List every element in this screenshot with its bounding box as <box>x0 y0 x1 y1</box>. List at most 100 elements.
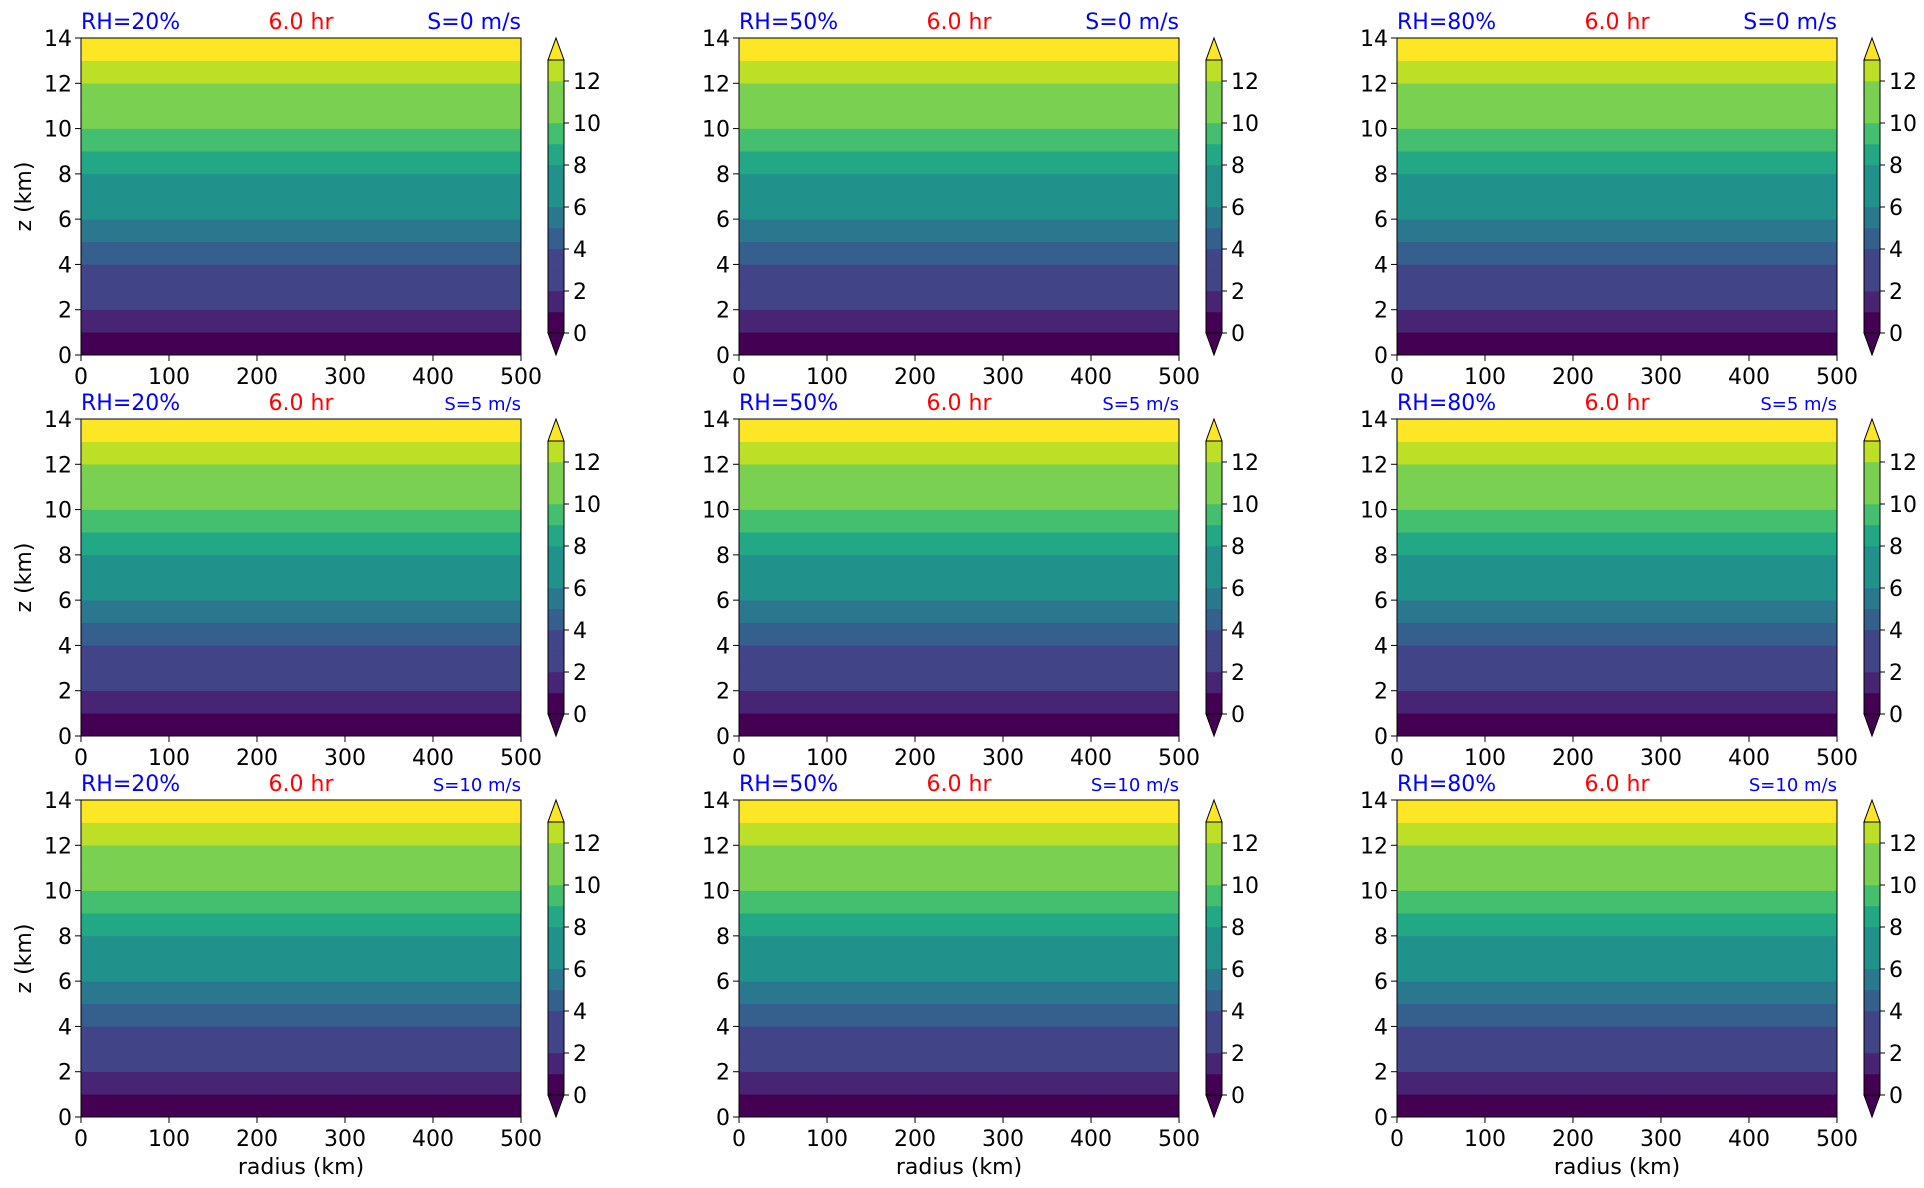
contour-band <box>80 218 522 243</box>
y-tick-label: 0 <box>58 1106 72 1131</box>
panel-title-center: 6.0 hr <box>1585 391 1651 416</box>
contour-band <box>1396 441 1838 465</box>
panel-title-left: RH=20% <box>81 10 180 35</box>
colorbar-tick-label: 10 <box>1889 112 1917 137</box>
colorbar-segment <box>547 524 565 547</box>
colorbar-segment <box>547 290 565 313</box>
y-tick-label: 0 <box>58 725 72 750</box>
panel-title-center: 6.0 hr <box>927 772 993 797</box>
contour-band <box>80 1003 522 1027</box>
colorbar-tick-label: 4 <box>1231 1000 1245 1025</box>
y-tick-label: 14 <box>702 27 730 52</box>
contour-band <box>80 196 522 220</box>
y-tick-label: 6 <box>1374 208 1388 233</box>
x-tick-label: 300 <box>982 1127 1024 1152</box>
colorbar-segment <box>1863 1010 1881 1033</box>
contour-band <box>1396 1094 1838 1118</box>
colorbar-tick-label: 0 <box>1231 322 1245 347</box>
y-axis-label: z (km) <box>12 162 37 232</box>
x-tick-label: 500 <box>1158 365 1200 390</box>
colorbar: 0 2 4 6 8 10 12 <box>1205 798 1259 1119</box>
colorbar: 0 2 4 6 8 10 12 <box>547 417 601 738</box>
colorbar-segment <box>1863 905 1881 928</box>
colorbar-frame <box>1205 59 1223 334</box>
panel-title-left: RH=50% <box>739 391 838 416</box>
colorbar-tick-label: 2 <box>1231 280 1245 305</box>
colorbar-segment <box>1205 185 1223 208</box>
colorbar-frame <box>1863 59 1881 334</box>
colorbar-segment <box>1205 290 1223 313</box>
colorbar-segment <box>1205 968 1223 991</box>
contour-band <box>1396 845 1838 869</box>
contour-band <box>80 418 522 442</box>
contour-band <box>1396 912 1838 937</box>
colorbar-segment <box>1863 482 1881 505</box>
contour-band <box>1396 799 1838 823</box>
colorbar: 0 2 4 6 8 10 12 <box>1863 36 1917 357</box>
y-tick-label: 4 <box>1374 1015 1388 1040</box>
colorbar-extend-min <box>1863 713 1881 738</box>
y-tick-label: 6 <box>716 589 730 614</box>
contour-band <box>1396 822 1838 846</box>
panel-title-right: S=0 m/s <box>1085 10 1179 35</box>
contour-band <box>80 441 522 465</box>
colorbar-tick-label: 12 <box>573 451 601 476</box>
panel-title-left: RH=80% <box>1397 391 1496 416</box>
contour-band <box>738 332 1180 356</box>
colorbar-segment <box>547 101 565 124</box>
panel-title-center: 6.0 hr <box>269 772 335 797</box>
colorbar-tick-label: 6 <box>1889 958 1903 983</box>
colorbar-tick-label: 4 <box>1889 238 1903 263</box>
colorbar-segment <box>547 143 565 166</box>
colorbar-segment <box>1863 227 1881 250</box>
colorbar-segment <box>547 989 565 1012</box>
colorbar-segment <box>1863 566 1881 589</box>
colorbar-tick-label: 2 <box>573 280 587 305</box>
colorbar-segment <box>1863 101 1881 124</box>
colorbar-tick-label: 2 <box>1889 661 1903 686</box>
colorbar-tick-label: 0 <box>573 322 587 347</box>
x-tick-label: 100 <box>1464 365 1506 390</box>
plot-frame <box>1396 418 1838 737</box>
colorbar-tick-label: 0 <box>1889 322 1903 347</box>
x-tick-label: 400 <box>412 1127 454 1152</box>
contour-band <box>80 286 522 310</box>
x-tick-label: 0 <box>732 365 746 390</box>
colorbar-tick-label: 12 <box>1889 832 1917 857</box>
contour-band <box>738 83 1180 107</box>
x-tick-label: 300 <box>982 365 1024 390</box>
panel-title-right: S=5 m/s <box>444 394 521 415</box>
colorbar-frame <box>547 821 565 1096</box>
contour-band <box>738 37 1180 61</box>
y-tick-label: 12 <box>702 453 730 478</box>
colorbar-segment <box>547 905 565 928</box>
colorbar: 0 2 4 6 8 10 12 <box>1863 798 1917 1119</box>
y-tick-label: 14 <box>44 789 72 814</box>
panel-title-right: S=5 m/s <box>1102 394 1179 415</box>
x-tick-label: 200 <box>894 1127 936 1152</box>
y-tick-label: 10 <box>702 880 730 905</box>
colorbar-tick-label: 2 <box>1889 280 1903 305</box>
colorbar-segment <box>547 227 565 250</box>
colorbar-extend-min <box>547 713 565 738</box>
colorbar-tick-label: 10 <box>1231 874 1259 899</box>
contour-band <box>738 645 1180 669</box>
colorbar-segment <box>1205 311 1223 334</box>
colorbar-segment <box>1205 947 1223 970</box>
colorbar-segment <box>1863 863 1881 886</box>
y-tick-label: 10 <box>44 499 72 524</box>
colorbar-segment <box>1863 524 1881 547</box>
x-tick-label: 200 <box>894 746 936 771</box>
contour-band <box>80 83 522 107</box>
colorbar-segment <box>1205 629 1223 652</box>
colorbar-segment <box>1863 248 1881 271</box>
y-tick-label: 14 <box>702 789 730 814</box>
colorbar-tick-label: 10 <box>573 493 601 518</box>
x-tick-label: 500 <box>1816 1127 1858 1152</box>
colorbar-extend-min <box>1205 332 1223 357</box>
y-tick-label: 8 <box>1374 925 1388 950</box>
y-tick-label: 2 <box>716 680 730 705</box>
colorbar-frame <box>1863 821 1881 1096</box>
contour-band <box>738 309 1180 333</box>
x-tick-label: 500 <box>1158 746 1200 771</box>
